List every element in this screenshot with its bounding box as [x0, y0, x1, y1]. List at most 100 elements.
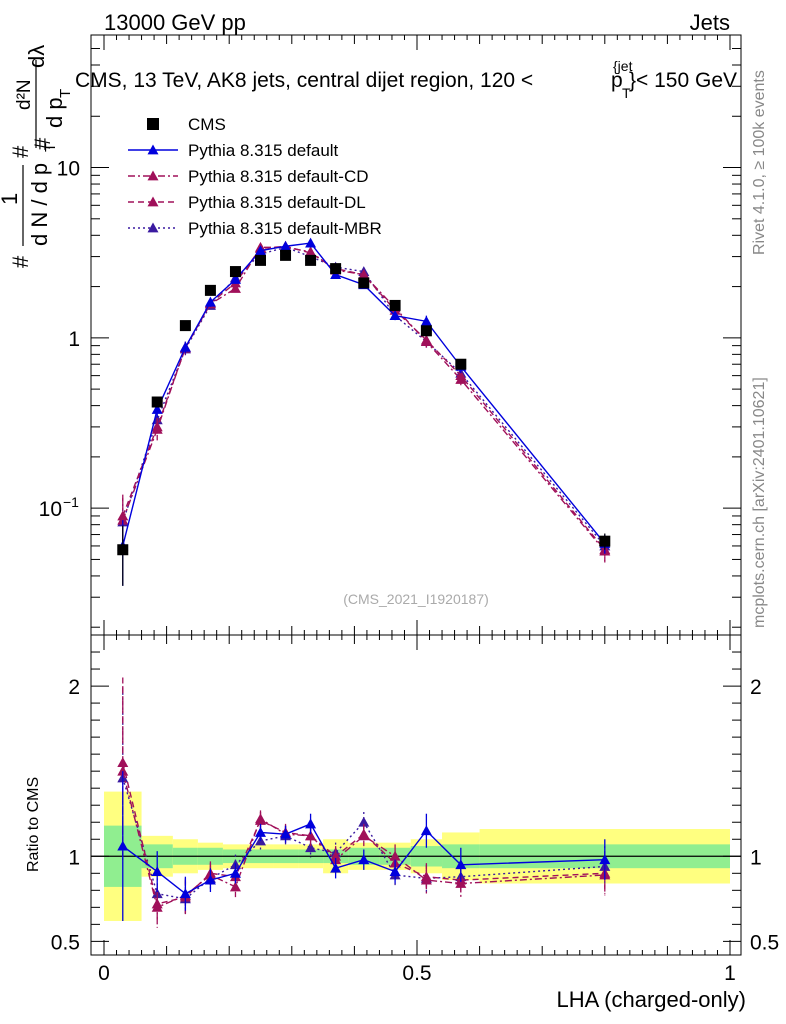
- data-point: [117, 544, 129, 556]
- data-point: [280, 249, 292, 261]
- series-point: [305, 246, 317, 257]
- ratio-point: [358, 854, 370, 865]
- x-tick-label: 0: [98, 962, 110, 985]
- series-line: [122, 246, 606, 552]
- ratio-point: [280, 828, 292, 839]
- ratio-y-tick-label-right: 1: [750, 846, 762, 869]
- bottom-series: [117, 677, 611, 928]
- y-tick-label: 10: [57, 158, 80, 181]
- data-point: [305, 254, 317, 266]
- data-point: [358, 277, 370, 289]
- title-main: CMS, 13 TeV, AK8 jets, central dijet reg…: [75, 69, 533, 92]
- legend-marker: [147, 118, 159, 130]
- series-point: [255, 245, 266, 256]
- ylabel-dp: d p: [42, 97, 67, 128]
- series-point: [389, 310, 401, 321]
- plot-title: CMS, 13 TeV, AK8 jets, central dijet reg…: [75, 58, 737, 101]
- series-point: [420, 315, 432, 326]
- header-right: Jets: [690, 10, 730, 35]
- series-point: [151, 423, 163, 434]
- ylabel-dn-sub: T: [42, 143, 59, 152]
- data-point: [255, 254, 266, 266]
- ylabel-hash-1: #: [8, 255, 33, 268]
- ratio-point: [255, 826, 266, 837]
- ratio-point: [389, 850, 401, 861]
- x-tick-label: 1: [724, 962, 736, 985]
- series-point: [151, 403, 163, 414]
- ratio-point: [305, 842, 317, 853]
- ylabel-dp-sub: T: [57, 89, 74, 98]
- ratio-point: [455, 878, 467, 888]
- ratio-point: [229, 867, 241, 878]
- ratio-point: [151, 901, 163, 912]
- bottom-ticks: 0.5 0.5 1 1 2 2: [51, 635, 779, 955]
- ratio-point: [229, 881, 241, 892]
- series-point: [229, 282, 241, 293]
- data-point: [455, 358, 467, 370]
- ratio-point: [151, 866, 163, 876]
- title-sup: {jet: [613, 58, 633, 74]
- legend-label: CMS: [188, 115, 226, 134]
- watermark: (CMS_2021_I1920187): [343, 591, 489, 607]
- legend-marker: [147, 170, 159, 181]
- x-axis: 0 0.5 1: [98, 962, 736, 985]
- series-point: [305, 237, 317, 248]
- header-left: 13000 GeV pp: [104, 10, 246, 35]
- data-point: [151, 396, 163, 408]
- data-point: [179, 320, 191, 332]
- ratio-point: [358, 816, 370, 827]
- y-tick-label: 10: [39, 498, 62, 521]
- data-point: [389, 299, 401, 311]
- series-point: [229, 274, 241, 284]
- ratio-point: [358, 830, 370, 841]
- ratio-point: [305, 830, 317, 841]
- legend-marker: [147, 196, 159, 207]
- series-point: [280, 240, 292, 251]
- ratio-point: [420, 874, 432, 885]
- series-point: [179, 341, 191, 352]
- data-point: [420, 325, 432, 337]
- rivet-label: Rivet 4.1.0, ≥ 100k events: [751, 70, 768, 255]
- series-point: [117, 514, 129, 525]
- bottom-panel: 0.5 0.5 1 1 2 2: [51, 634, 779, 956]
- ylabel-hash-3: #: [30, 137, 55, 150]
- legend: CMS Pythia 8.315 default Pythia 8.315 defa…: [128, 115, 382, 238]
- y-tick-label: 1: [68, 328, 80, 351]
- ratio-y-tick-label-right: 2: [750, 676, 762, 699]
- top-ylabel: # 1 d N / d p T # d²N # d p T dλ: [0, 45, 74, 268]
- ratio-line: [122, 762, 605, 905]
- series-line: [122, 242, 606, 547]
- legend-marker: [147, 222, 159, 233]
- ratio-point: [204, 874, 216, 885]
- ratio-point: [599, 854, 611, 865]
- ratio-point: [420, 825, 432, 836]
- bottom-frame: [90, 634, 742, 956]
- y-tick-exponent: −1: [63, 494, 79, 510]
- ratio-point: [255, 813, 266, 824]
- series-point: [358, 269, 370, 280]
- ratio-point: [389, 866, 401, 876]
- ratio-line: [122, 823, 605, 895]
- data-point: [229, 266, 241, 278]
- ylabel-d2n: d²N: [14, 79, 35, 110]
- legend-marker: [147, 144, 159, 155]
- series-point: [455, 373, 467, 384]
- title-sub: T: [622, 85, 631, 101]
- ratio-point: [117, 840, 129, 851]
- bottom-ylabel: Ratio to CMS: [25, 777, 42, 872]
- legend-label: Pythia 8.315 default-DL: [188, 193, 366, 212]
- series-line: [122, 246, 606, 547]
- ylabel-hash-2: #: [8, 145, 33, 158]
- legend-label: Pythia 8.315 default: [188, 141, 339, 160]
- ratio-point: [455, 859, 467, 870]
- ylabel-dl: dλ: [24, 45, 49, 68]
- series-point: [420, 336, 432, 347]
- series-point: [204, 296, 216, 307]
- ratio-y-tick-label: 0.5: [51, 931, 80, 954]
- legend-label: Pythia 8.315 default-CD: [188, 167, 369, 186]
- series-line: [122, 245, 606, 551]
- data-point: [599, 535, 611, 547]
